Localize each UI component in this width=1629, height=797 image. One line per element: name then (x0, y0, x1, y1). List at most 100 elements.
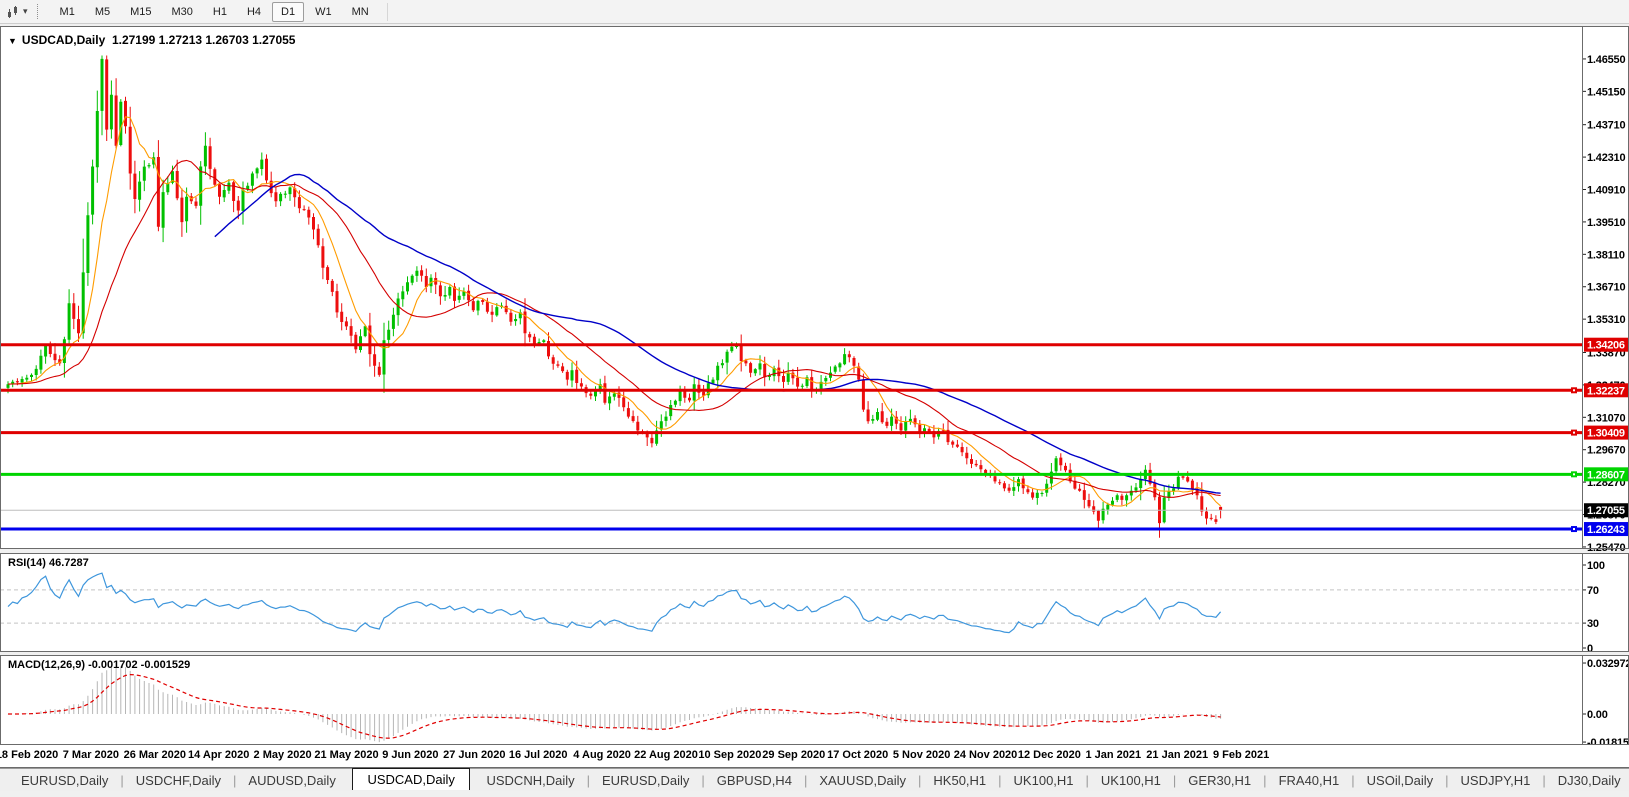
rsi-indicator-panel-canvas[interactable]: 100 70 30 0 (0, 553, 1629, 655)
level-price-tag-label: 1.28607 (1587, 469, 1625, 481)
date-tick-label: 4 Aug 2020 (573, 749, 631, 761)
price-tick-label: 1.25470 (1587, 542, 1625, 554)
rsi-tick-label: 100 (1587, 560, 1605, 572)
timeframe-button-m15[interactable]: M15 (130, 5, 152, 18)
bottom-strip (0, 791, 1629, 797)
level-price-tag (1584, 383, 1629, 398)
level-price-tag (1584, 337, 1629, 352)
date-tick-label: 27 Jun 2020 (443, 749, 506, 761)
price-tick-label: 1.35310 (1587, 314, 1625, 326)
macd-tick-label: 0.032972 (1587, 658, 1629, 670)
ma-medium-line[interactable] (7, 159, 1221, 498)
chart-tab-gbpusd-h4[interactable]: GBPUSD,H4 (716, 772, 792, 788)
chart-tab-bar: EURUSD,Daily | USDCHF,Daily | AUDUSD,Daily U… (0, 768, 1629, 791)
date-tick-label: 7 Mar 2020 (62, 749, 120, 761)
macd-signal-line (8, 673, 1221, 739)
price-tick-label: 1.31070 (1587, 412, 1625, 424)
main-chart-panel-canvas[interactable]: 1.46550 1.45150 1.43710 1.42310 1.40910 1.395… (0, 26, 1629, 554)
chart-tab-usoil-daily[interactable]: USOil,Daily (1366, 772, 1434, 788)
price-tick-label: 1.39510 (1587, 217, 1625, 229)
tab-separator: | (1172, 772, 1177, 788)
ma-fast-line[interactable] (7, 116, 1221, 507)
price-tick-label: 1.40910 (1587, 185, 1625, 197)
ma-slow-line[interactable] (214, 173, 1221, 494)
level-handle-dot (1573, 473, 1575, 476)
price-tick-label: 1.36710 (1587, 282, 1625, 294)
level-price-tag (1584, 522, 1629, 537)
level-price-tag (1584, 425, 1629, 440)
tab-separator: | (1351, 772, 1355, 788)
chart-tab-usdchf-daily[interactable]: USDCHF,Daily (135, 772, 222, 788)
chart-tab-uk100-h1[interactable]: UK100,H1 (1013, 772, 1074, 788)
tab-separator: | (701, 772, 705, 788)
toolbar-grip[interactable] (36, 4, 42, 19)
macd-histogram (7, 666, 1222, 743)
chart-tab-usdjpy-h1[interactable]: USDJPY,H1 (1460, 772, 1531, 788)
timeframe-button-m1[interactable]: M1 (59, 5, 75, 18)
chart-tab-usdcnh-daily[interactable]: USDCNH,Daily (486, 772, 575, 788)
chart-tab-eurusd-daily[interactable]: EURUSD,Daily (21, 772, 109, 788)
timeframe-button-m5[interactable]: M5 (94, 5, 111, 18)
macd-tick-label: 0.00 (1587, 709, 1608, 721)
level-price-tag-label: 1.34206 (1587, 340, 1625, 352)
toolbar-separator (386, 2, 388, 21)
tab-separator: | (918, 772, 922, 788)
candle-bodies-down (15, 59, 1223, 524)
candle-wicks-down (16, 55, 1222, 538)
date-tick-label: 16 Jul 2020 (508, 749, 568, 761)
chart-tab-xauusd-daily[interactable]: XAUUSD,Daily (819, 772, 907, 788)
date-axis[interactable]: 18 Feb 2020 7 Mar 2020 26 Mar 2020 14 Apr 2… (0, 745, 1629, 768)
chart-tab-fra40-h1[interactable]: FRA40,H1 (1278, 772, 1340, 788)
chart-tab-ger30-h1[interactable]: GER30,H1 (1188, 772, 1252, 788)
date-tick-label: 22 Aug 2020 (634, 749, 698, 761)
date-tick-label: 17 Oct 2020 (827, 749, 889, 761)
level-price-tag (1584, 467, 1629, 482)
tab-separator: | (120, 772, 124, 788)
rsi-tick-label: 70 (1587, 585, 1599, 597)
level-price-tag-label: 1.26243 (1587, 524, 1625, 536)
chart-tab-hk50-h1[interactable]: HK50,H1 (933, 772, 987, 788)
chart-tab-uk100-h1[interactable]: UK100,H1 (1100, 772, 1161, 788)
rsi-label: RSI(14) 46.7287 (8, 557, 89, 569)
tab-separator: | (1542, 772, 1546, 788)
chart-type-dropdown-caret-icon[interactable]: ▾ (23, 6, 28, 16)
tab-separator: | (233, 772, 237, 788)
chart-tab-eurusd-daily[interactable]: EURUSD,Daily (602, 772, 690, 788)
date-tick-label: 9 Jun 2020 (382, 749, 439, 761)
timeframe-button-h4[interactable]: H4 (246, 5, 262, 18)
level-price-tag-label: 1.30409 (1587, 428, 1625, 440)
rsi-tick-label: 30 (1587, 618, 1599, 630)
chart-title-symbol: USDCAD,Daily (21, 33, 106, 47)
date-tick-label: 2 May 2020 (253, 749, 312, 761)
candle-wicks-up (7, 55, 1179, 524)
collapse-triangle-icon[interactable]: ▼ (8, 36, 17, 46)
date-tick-label: 12 Dec 2020 (1017, 749, 1081, 761)
date-tick-label: 21 May 2020 (314, 749, 379, 761)
timeframe-button-h1[interactable]: H1 (212, 5, 227, 18)
date-tick-label: 10 Sep 2020 (698, 749, 762, 761)
date-tick-label: 14 Apr 2020 (188, 749, 250, 761)
chart-tab-dj30-daily[interactable]: DJ30,Daily (1557, 772, 1621, 788)
date-tick-label: 29 Sep 2020 (762, 749, 826, 761)
tab-separator: | (1445, 772, 1449, 788)
timeframe-button-mn[interactable]: MN (351, 5, 369, 18)
timeframe-button-m30[interactable]: M30 (171, 5, 193, 18)
chart-type-icon[interactable] (4, 4, 22, 20)
rsi-indicator-panel[interactable]: 100 70 30 0 RSI(14) 46.7287 (0, 553, 1629, 655)
chart-tab-audusd-daily[interactable]: AUDUSD,Daily (248, 772, 336, 788)
date-tick-label: 21 Jan 2021 (1146, 749, 1209, 761)
timeframe-button-w1[interactable]: W1 (315, 5, 332, 18)
rsi-tick-label: 0 (1587, 643, 1593, 655)
timeframe-button-d1[interactable]: D1 (272, 1, 305, 22)
main-chart-panel[interactable]: 1.46550 1.45150 1.43710 1.42310 1.40910 1.395… (0, 26, 1629, 554)
chart-title: ▼ USDCAD,Daily 1.27199 1.27213 1.26703 1.… (8, 33, 295, 47)
price-tick-label: 1.42310 (1587, 152, 1625, 164)
chart-tab-usdcad-daily[interactable]: USDCAD,Daily (352, 768, 470, 790)
tab-separator: | (998, 772, 1002, 788)
panel-border (0, 553, 1629, 652)
timeframe-button-group: M1 M5 M15 M30 H1 H4 D1 W1 MN (50, 1, 379, 22)
price-tick-label: 1.29670 (1587, 445, 1625, 457)
panel-border (0, 655, 1629, 745)
